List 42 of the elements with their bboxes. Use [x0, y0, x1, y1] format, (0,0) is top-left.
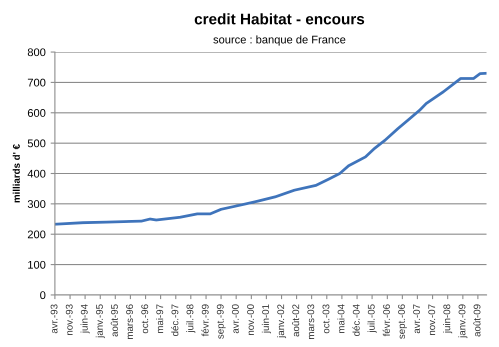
x-tick-label: avr.-07: [413, 304, 420, 334]
x-tick-label: sept.-99: [216, 304, 226, 339]
x-tick-label: févr.-06: [382, 304, 390, 336]
x-tick-label: mars-96: [126, 304, 134, 339]
x-tick-label: nov.-00: [247, 304, 254, 336]
x-tick-label: avr.-00: [232, 304, 239, 334]
x-tick-label: sept.-06: [398, 304, 407, 339]
y-axis-title: milliards d' €: [12, 144, 20, 202]
x-tick-label: déc.-04: [352, 304, 360, 336]
y-tick-label: 700: [28, 78, 46, 87]
x-tick-label: juin-08: [443, 304, 452, 334]
y-tick-label: 100: [28, 260, 46, 269]
x-tick-label: nov.-93: [66, 304, 73, 336]
x-tick-label: juin-01: [262, 304, 271, 334]
y-tick-label: 500: [28, 139, 46, 148]
chart-subtitle: source : banque de France: [213, 35, 346, 46]
line-series: [54, 72, 487, 226]
x-tick-label: févr.-99: [201, 304, 209, 336]
x-tick-label: mars-03: [307, 304, 314, 339]
x-tick-label: janv.-02: [277, 304, 286, 338]
x-tick-label: janv.-09: [458, 304, 468, 338]
x-tick-label: oct.-96: [141, 304, 148, 334]
y-tick-label: 400: [28, 170, 46, 178]
x-tick-label: avr.-93: [50, 304, 58, 334]
x-tick-label: oct.-03: [322, 304, 330, 334]
x-tick-label: janv.-95: [96, 304, 105, 338]
y-tick-label: 0: [40, 291, 46, 300]
x-tick-label: mai-04: [337, 304, 344, 334]
chart-title: credit Habitat - encours: [194, 13, 364, 24]
x-tick-label: août-02: [292, 304, 300, 337]
x-tick-label: juil.-05: [368, 304, 377, 333]
y-tick-label: 800: [28, 48, 46, 56]
x-tick-label: mai-97: [156, 304, 164, 334]
x-tick-label: juin-94: [80, 304, 90, 334]
x-tick-label: août-09: [473, 304, 480, 337]
y-tick-label: 300: [28, 200, 46, 208]
x-tick-label: déc.-97: [171, 304, 178, 336]
y-tick-label: 600: [28, 109, 46, 117]
x-tick-label: août-95: [110, 304, 118, 337]
x-tick-label: nov.-07: [428, 304, 436, 336]
x-tick-label: juil.-98: [186, 304, 196, 333]
y-tick-label: 200: [28, 230, 46, 238]
